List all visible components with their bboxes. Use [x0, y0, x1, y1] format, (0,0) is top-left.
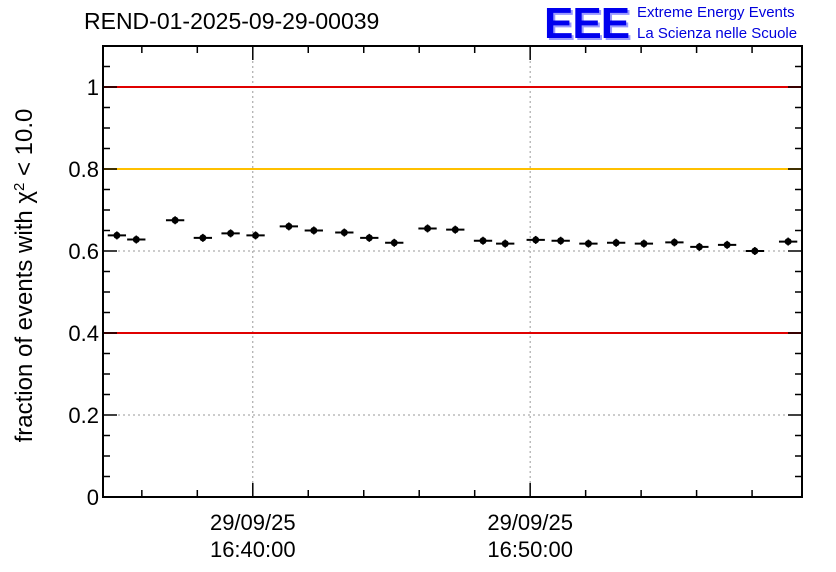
- y-tick-label: 0: [87, 485, 99, 510]
- data-point: [723, 241, 731, 249]
- data-point: [310, 227, 318, 234]
- y-axis-label-sup: 2: [11, 183, 28, 191]
- y-tick-label: 0.2: [68, 403, 99, 428]
- x-tick-time-label: 16:50:00: [487, 537, 573, 562]
- data-point: [424, 224, 432, 232]
- eee-logo: EEE Extreme Energy Events La Scienza nel…: [540, 2, 832, 46]
- data-point: [557, 237, 565, 245]
- data-point: [252, 231, 260, 239]
- logo-subtitle-line2: La Scienza nelle Scuole: [637, 25, 798, 42]
- data-point: [199, 234, 207, 242]
- y-tick-label: 1: [87, 75, 99, 100]
- x-tick-date-label: 29/09/25: [210, 510, 296, 535]
- data-point: [584, 240, 592, 248]
- grid-layer: [103, 46, 802, 497]
- y-axis-label-prefix: fraction of events with χ: [11, 191, 38, 443]
- data-point: [532, 236, 540, 244]
- y-tick-label: 0.6: [68, 239, 99, 264]
- y-tick-label: 0.8: [68, 157, 99, 182]
- data-point: [365, 234, 373, 242]
- label-layer: 00.20.40.60.8129/09/2516:40:0029/09/2516…: [68, 75, 573, 562]
- eee-logo-mark: EEE: [544, 0, 630, 48]
- data-point: [113, 231, 121, 239]
- data-point: [285, 222, 293, 230]
- data-point: [695, 243, 703, 251]
- data-layer: [107, 216, 798, 255]
- data-point: [227, 229, 235, 237]
- y-tick-label: 0.4: [68, 321, 99, 346]
- data-point: [451, 226, 459, 234]
- data-point: [171, 216, 179, 224]
- chart-title: REND-01-2025-09-29-00039: [84, 8, 380, 34]
- x-tick-time-label: 16:40:00: [210, 537, 296, 562]
- x-tick-date-label: 29/09/25: [487, 510, 573, 535]
- data-point: [612, 239, 620, 247]
- data-point: [670, 238, 678, 246]
- data-point: [501, 240, 509, 248]
- tick-layer: [103, 45, 802, 498]
- y-axis-label-suffix: < 10.0: [11, 109, 38, 183]
- data-point: [479, 237, 487, 245]
- logo-subtitle-line1: Extreme Energy Events: [637, 4, 795, 21]
- data-point: [340, 229, 348, 237]
- data-point: [640, 240, 648, 248]
- reference-lines-layer: [103, 86, 802, 334]
- data-point: [132, 236, 140, 244]
- y-axis-label: fraction of events with χ2 < 10.0: [11, 109, 39, 443]
- data-point: [390, 239, 398, 247]
- data-point: [751, 247, 759, 255]
- data-point: [784, 238, 792, 246]
- plot-frame: [102, 45, 803, 498]
